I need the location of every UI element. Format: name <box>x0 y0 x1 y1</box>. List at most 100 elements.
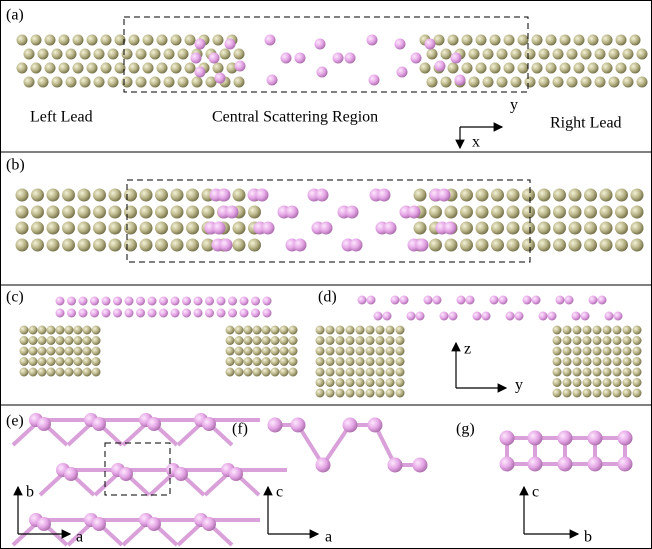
lead-atom <box>335 346 345 356</box>
lead-atom <box>568 221 582 235</box>
lead-atom <box>288 336 298 345</box>
pink-atom <box>67 296 76 306</box>
lead-atom <box>632 367 642 377</box>
lead-atom <box>93 221 106 235</box>
pink-atom <box>285 205 299 219</box>
lead-atom <box>139 188 153 202</box>
lead-atom <box>335 325 345 335</box>
lead-atom <box>58 34 70 46</box>
lead-atom <box>622 48 634 60</box>
lead-atom <box>124 238 137 252</box>
pink-atom <box>316 66 328 78</box>
lead-atom <box>594 48 606 60</box>
pink-atom <box>454 74 466 86</box>
lead-atom <box>355 357 365 366</box>
lead-atom <box>108 205 122 219</box>
lead-atom <box>108 238 122 252</box>
pink-atom <box>571 311 581 321</box>
lead-atom <box>243 336 253 345</box>
lead-atom <box>375 388 385 398</box>
pink-atom <box>344 52 356 64</box>
pink-atom <box>214 72 226 84</box>
pink-atom <box>424 38 436 50</box>
lead-atom <box>552 76 564 88</box>
pink-atom <box>229 467 243 481</box>
pink-atom <box>208 52 220 64</box>
lead-atom <box>580 48 592 60</box>
pink-atom <box>261 221 275 235</box>
lead-atom <box>573 62 585 74</box>
lead-atom <box>444 238 458 252</box>
lead-atom <box>582 357 592 366</box>
pink-atom <box>113 308 122 318</box>
lead-atom <box>552 346 562 356</box>
pink-atom <box>315 188 329 202</box>
lead-atom <box>55 357 65 366</box>
lead-atom <box>630 205 644 219</box>
lead-atom <box>82 357 92 366</box>
pink-atom <box>170 296 180 306</box>
lead-atom <box>225 367 235 377</box>
pink-atom <box>604 311 614 321</box>
axis-label: a <box>76 529 83 546</box>
lead-atom <box>385 325 395 335</box>
lead-atom <box>395 367 405 377</box>
scattering-box <box>123 16 529 93</box>
bond <box>296 423 325 467</box>
pink-atom <box>555 295 565 305</box>
lead-atom <box>632 378 642 387</box>
lead-atom <box>385 378 395 387</box>
lead-atom <box>468 48 480 60</box>
lead-atom <box>243 357 253 366</box>
pink-atom <box>170 308 180 318</box>
lead-atom <box>562 325 572 335</box>
lead-atom <box>65 76 77 88</box>
pink-atom <box>345 205 359 219</box>
lead-atom <box>375 346 385 356</box>
lead-atom <box>64 367 74 377</box>
lead-atom <box>599 221 613 235</box>
lead-atom <box>139 221 153 235</box>
lead-atom <box>23 76 35 88</box>
lead-atom <box>28 336 38 345</box>
lead-atom <box>62 238 75 252</box>
lead-atom <box>65 48 77 60</box>
pink-atom <box>412 457 428 473</box>
lead-atom <box>261 357 271 366</box>
lead-atom <box>468 76 480 88</box>
lead-atom <box>510 76 522 88</box>
lead-atom <box>315 367 325 377</box>
lead-atom <box>186 221 199 235</box>
pink-atom <box>564 295 574 305</box>
lead-atom <box>93 188 106 202</box>
lead-atom <box>73 357 83 366</box>
lead-atom <box>234 367 244 377</box>
pink-atom <box>92 517 106 531</box>
axis-label: a <box>325 529 332 546</box>
lead-atom <box>37 357 47 366</box>
pink-atom <box>264 34 276 46</box>
lead-atom <box>562 378 572 387</box>
lead-atom <box>55 367 65 377</box>
atoms <box>11 34 648 547</box>
lead-atom <box>288 357 298 366</box>
lead-atom <box>315 357 325 366</box>
lead-atom <box>44 62 56 74</box>
lead-atom <box>622 76 634 88</box>
pink-atom <box>124 296 134 306</box>
lead-atom <box>233 76 245 88</box>
lead-atom <box>100 34 112 46</box>
lead-atom <box>51 48 63 60</box>
lead-atom <box>64 325 74 335</box>
pink-atom <box>147 417 161 431</box>
lead-atom <box>279 346 289 356</box>
lead-atom <box>163 76 175 88</box>
pink-atom <box>90 308 99 318</box>
pink-atom <box>234 60 246 72</box>
lead-atom <box>622 378 632 387</box>
lead-atom <box>252 336 262 345</box>
lead-atom <box>124 205 137 219</box>
lead-atom <box>28 325 38 335</box>
lead-atom <box>77 205 91 219</box>
pink-atom <box>216 308 226 318</box>
